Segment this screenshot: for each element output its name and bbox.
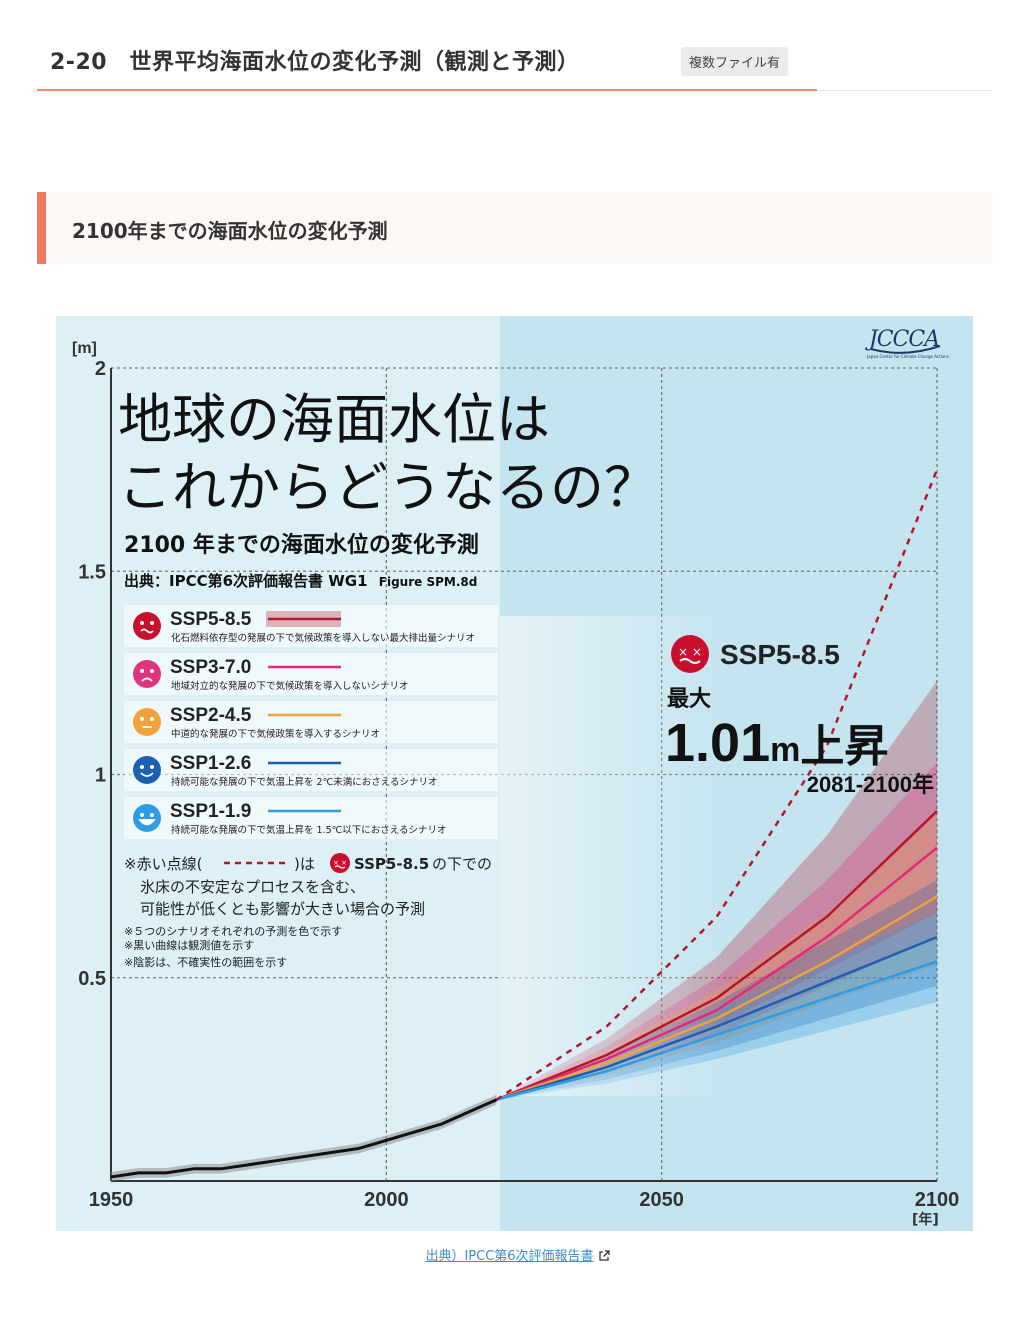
y-tick-label: 2	[95, 358, 106, 380]
line-ssp2-4-5	[496, 895, 938, 1101]
title-underline	[37, 89, 817, 91]
x-tick-label: 2050	[639, 1189, 684, 1211]
callout-period: 2081-2100年	[807, 772, 934, 797]
line-ssp5-8-5-low-likelihood-high-impact	[495, 469, 939, 1101]
dizzy-face-icon	[133, 612, 161, 640]
section-accent-bar	[37, 192, 46, 264]
figure-source: 出典：IPCC第6次評価報告書 WG1 Figure SPM.8d	[124, 572, 477, 590]
svg-text:× ×: × ×	[333, 859, 347, 867]
legend-item-background	[124, 605, 498, 647]
scenario-legend: SSP5-8.5 化石燃料依存型の発展の下で気候政策を導入しない最大排出量シナリオ…	[124, 605, 498, 839]
sea-level-figure: 1950 2000 2050 2100 0.5 1 1.5 2 [m] [年] JCCCA J…	[56, 316, 973, 1231]
series-lines	[110, 469, 939, 1179]
legend-label: SSP3-7.0	[170, 657, 251, 678]
grin-face-icon	[133, 804, 161, 832]
y-tick-label: 1.5	[78, 561, 106, 583]
legend-label: SSP2-4.5	[170, 705, 252, 726]
callout-ssp585-face-icon: × ×	[671, 635, 709, 673]
smile-face-icon	[133, 756, 161, 784]
y-axis-unit: [m]	[72, 340, 97, 357]
legend-description: 地域対立的な発展の下で気候政策を導入しないシナリオ	[171, 680, 409, 692]
jccca-logo-swoosh	[870, 345, 941, 354]
page-title: 2-20 世界平均海面水位の変化予測（観測と予測）	[50, 50, 580, 75]
callout-max: 最大	[667, 687, 711, 712]
legend-item-background	[124, 653, 498, 695]
dashed-line-note: ※赤い点線( )は × × SSP5-8.5 の下での 氷床の不安定なプロセスを…	[124, 853, 492, 969]
jccca-logo-subtext: Japan Center for Climate Change Actions	[866, 354, 949, 359]
note-small-3: ※陰影は、不確実性の範囲を示す	[124, 955, 287, 969]
note-ssp585-face-icon: × ×	[330, 853, 350, 873]
legend-description: 化石燃料依存型の発展の下で気候政策を導入しない最大排出量シナリオ	[171, 632, 475, 644]
x-axis-unit: [年]	[912, 1211, 939, 1228]
line-ssp5-8-5	[495, 810, 938, 1101]
legend-item-background	[124, 797, 498, 839]
callout-value-unit: m	[770, 731, 800, 769]
x-tick-label: 1950	[89, 1189, 134, 1211]
note-small-2: ※黒い曲線は観測値を示す	[124, 938, 254, 952]
legend-description: 持続可能な発展の下で気温上昇を 1.5℃以下におさえるシナリオ	[171, 824, 447, 836]
headline-line-2: これからどうなるの？	[118, 456, 658, 519]
note-main-after: の下での	[432, 855, 492, 873]
callout-scenario: SSP5-8.5	[720, 639, 840, 670]
note-main-prefix: ※赤い点線(	[124, 855, 202, 873]
svg-text:× ×: × ×	[678, 645, 702, 659]
sea-level-chart: 1950 2000 2050 2100 0.5 1 1.5 2 [m] [年] JCCCA J…	[56, 316, 973, 1231]
legend-label: SSP5-8.5	[170, 609, 252, 630]
line-observed	[110, 1098, 498, 1179]
axis-ticks: 1950 2000 2050 2100 0.5 1 1.5 2	[78, 358, 959, 1211]
band-ssp1-1-9	[496, 912, 937, 1100]
figure-source-main: 出典：IPCC第6次評価報告書 WG1	[124, 572, 368, 590]
line-ssp3-7-0	[496, 846, 938, 1101]
legend-item-ssp1-1-9: SSP1-1.9 持続可能な発展の下で気温上昇を 1.5℃以下におさえるシナリオ	[124, 797, 498, 839]
legend-description: 持続可能な発展の下で気温上昇を 2℃未満におさえるシナリオ	[171, 776, 437, 788]
legend-label: SSP1-2.6	[170, 753, 251, 774]
ssp585-callout: × × SSP5-8.5 最大 1.01m上昇 2081-2100年	[665, 635, 934, 797]
line-ssp1-1-9	[496, 960, 938, 1101]
line-ssp1-2-6	[496, 935, 938, 1101]
callout-value-rise: 上昇	[800, 721, 888, 772]
page-header: 2-20 世界平均海面水位の変化予測（観測と予測） 複数ファイル有	[37, 32, 992, 91]
note-line-3: 可能性が低くとも影響が大きい場合の予測	[140, 900, 425, 918]
legend-item-ssp2-4-5: SSP2-4.5 中道的な発展の下で気候政策を導入するシナリオ	[124, 701, 498, 743]
legend-item-ssp5-8-5: SSP5-8.5 化石燃料依存型の発展の下で気候政策を導入しない最大排出量シナリオ	[124, 605, 498, 647]
note-line-2: 氷床の不安定なプロセスを含む、	[140, 878, 365, 896]
x-tick-label: 2100	[915, 1189, 960, 1211]
legend-item-ssp1-2-6: SSP1-2.6 持続可能な発展の下で気温上昇を 2℃未満におさえるシナリオ	[124, 749, 498, 791]
neutral-face-icon	[133, 708, 161, 736]
figure-subtitle: 2100 年までの海面水位の変化予測	[124, 532, 479, 558]
callout-value-number: 1.01	[665, 713, 770, 773]
source-link[interactable]: 出典）IPCC第6次評価報告書	[425, 1249, 594, 1264]
legend-label: SSP1-1.9	[170, 801, 251, 822]
callout-value: 1.01m上昇	[665, 713, 888, 773]
section-title: 2100年までの海面水位の変化予測	[72, 219, 388, 243]
legend-item-background	[124, 749, 498, 791]
y-tick-label: 0.5	[78, 968, 106, 990]
y-tick-label: 1	[95, 765, 106, 787]
note-main-scenario: SSP5-8.5	[354, 855, 429, 873]
external-link-icon	[598, 1250, 610, 1266]
band-fade-overlay	[500, 616, 730, 1096]
section-heading: 2100年までの海面水位の変化予測	[37, 192, 992, 264]
note-small-1: ※５つのシナリオそれぞれの予測を色で示す	[124, 924, 342, 938]
figure-source-suffix: Figure SPM.8d	[379, 575, 478, 589]
note-main-mid: )は	[294, 855, 315, 873]
figure-caption: 出典）IPCC第6次評価報告書	[0, 1245, 1035, 1266]
headline-line-1: 地球の海面水位は	[118, 388, 550, 451]
legend-item-background	[124, 701, 498, 743]
legend-description: 中道的な発展の下で気候政策を導入するシナリオ	[171, 728, 380, 740]
sad-face-icon	[133, 660, 161, 688]
legend-item-ssp3-7-0: SSP3-7.0 地域対立的な発展の下で気候政策を導入しないシナリオ	[124, 653, 498, 695]
multiple-files-badge[interactable]: 複数ファイル有	[681, 47, 789, 76]
x-tick-label: 2000	[364, 1189, 409, 1211]
jccca-logo: JCCCA	[865, 327, 939, 352]
